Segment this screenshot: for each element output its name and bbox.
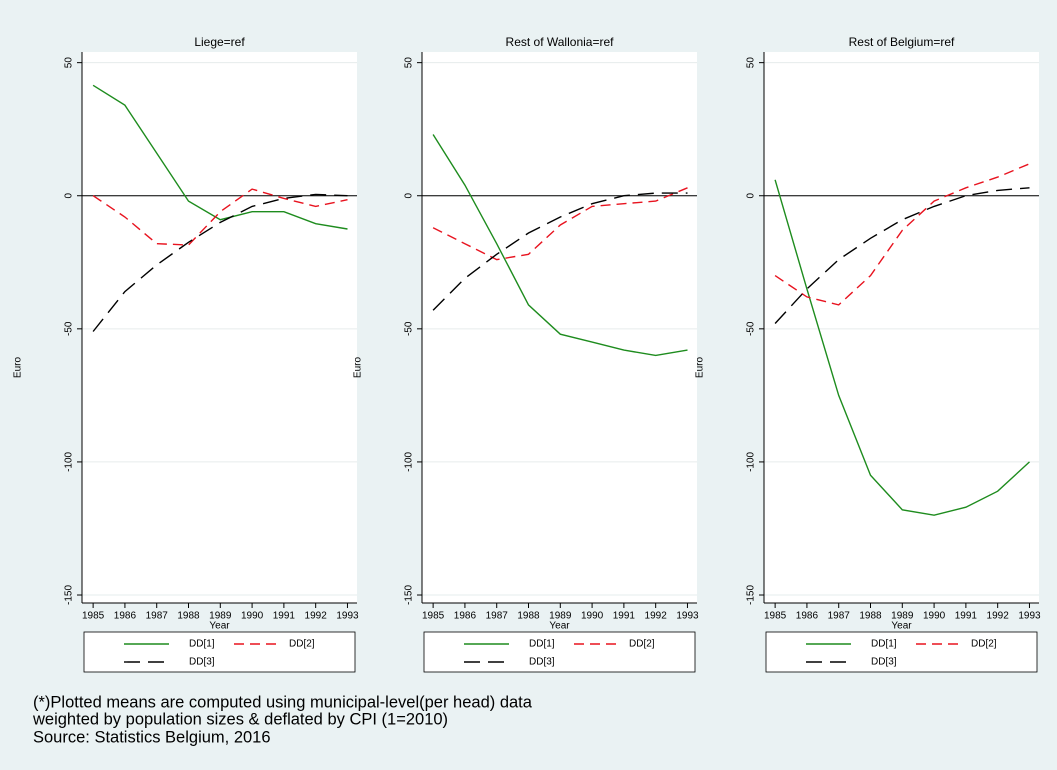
x-tick-label: 1986: [796, 611, 819, 622]
x-tick-label: 1988: [177, 611, 200, 622]
legend-label: DD[1]: [529, 639, 555, 650]
x-tick-label: 1991: [273, 611, 296, 622]
x-tick-label: 1989: [549, 611, 572, 622]
x-tick-label: 1990: [923, 611, 946, 622]
legend-label: DD[2]: [629, 639, 655, 650]
y-tick-label: 0: [746, 193, 757, 199]
x-axis-label: Year: [209, 621, 230, 632]
series-line: [774, 179, 1030, 516]
footnote: Source: Statistics Belgium, 2016: [33, 728, 271, 746]
x-tick-label: 1986: [114, 611, 137, 622]
legend-label: DD[1]: [189, 639, 215, 650]
x-tick-label: 1985: [422, 611, 445, 622]
x-tick-label: 1987: [828, 611, 851, 622]
series-line: [92, 193, 348, 332]
x-tick-label: 1990: [581, 611, 604, 622]
plot-area: [422, 52, 697, 603]
y-tick-label: -50: [404, 321, 415, 336]
y-tick-label: 50: [64, 57, 75, 69]
panel-title: Rest of Belgium=ref: [849, 35, 955, 49]
x-tick-label: 1991: [955, 611, 978, 622]
x-tick-label: 1989: [891, 611, 914, 622]
legend-label: DD[3]: [189, 657, 215, 668]
x-tick-label: 1985: [764, 611, 787, 622]
y-tick-label: 0: [64, 193, 75, 199]
legend-label: DD[2]: [289, 639, 315, 650]
x-tick-label: 1989: [209, 611, 232, 622]
y-tick-label: -100: [404, 451, 415, 471]
panel-title: Liege=ref: [194, 35, 245, 49]
x-tick-label: 1985: [82, 611, 105, 622]
x-tick-label: 1991: [613, 611, 636, 622]
x-tick-label: 1988: [859, 611, 882, 622]
x-tick-label: 1993: [1018, 611, 1041, 622]
legend-box: [765, 631, 1038, 673]
x-tick-label: 1992: [987, 611, 1010, 622]
plot-area: [764, 52, 1039, 603]
x-tick-label: 1986: [454, 611, 477, 622]
footnote: (*)Plotted means are computed using muni…: [33, 693, 533, 711]
x-axis-label: Year: [891, 621, 912, 632]
y-tick-label: 50: [404, 57, 415, 69]
y-tick-label: 50: [746, 57, 757, 69]
y-tick-label: -150: [746, 585, 757, 605]
x-axis-label: Year: [549, 621, 570, 632]
series-line: [432, 134, 688, 357]
y-tick-label: -100: [64, 451, 75, 471]
x-tick-label: 1987: [146, 611, 169, 622]
x-tick-label: 1990: [241, 611, 264, 622]
series-line: [92, 188, 348, 246]
legend-label: DD[1]: [871, 639, 897, 650]
x-tick-label: 1993: [336, 611, 359, 622]
x-tick-label: 1987: [486, 611, 509, 622]
x-tick-label: 1993: [676, 611, 699, 622]
x-tick-label: 1992: [305, 611, 328, 622]
y-tick-label: -150: [404, 585, 415, 605]
series-line: [432, 192, 688, 311]
legend-box: [83, 631, 356, 673]
footnote: weighted by population sizes & deflated …: [32, 710, 448, 728]
y-tick-label: -100: [746, 451, 757, 471]
series-line: [774, 163, 1030, 306]
series-line: [432, 187, 688, 261]
y-tick-label: 0: [404, 193, 415, 199]
legend-box: [423, 631, 696, 673]
series-line: [774, 187, 1030, 324]
legend-label: DD[3]: [871, 657, 897, 668]
y-tick-label: -50: [64, 321, 75, 336]
y-tick-label: -50: [746, 321, 757, 336]
y-tick-label: -150: [64, 585, 75, 605]
legend-label: DD[2]: [971, 639, 997, 650]
legend-label: DD[3]: [529, 657, 555, 668]
y-axis-label: Euro: [353, 357, 364, 379]
y-axis-label: Euro: [695, 357, 706, 379]
panel-title: Rest of Wallonia=ref: [506, 35, 615, 49]
x-tick-label: 1992: [645, 611, 668, 622]
series-line: [92, 84, 348, 230]
y-axis-label: Euro: [13, 357, 24, 379]
x-tick-label: 1988: [517, 611, 540, 622]
plot-area: [82, 52, 357, 603]
